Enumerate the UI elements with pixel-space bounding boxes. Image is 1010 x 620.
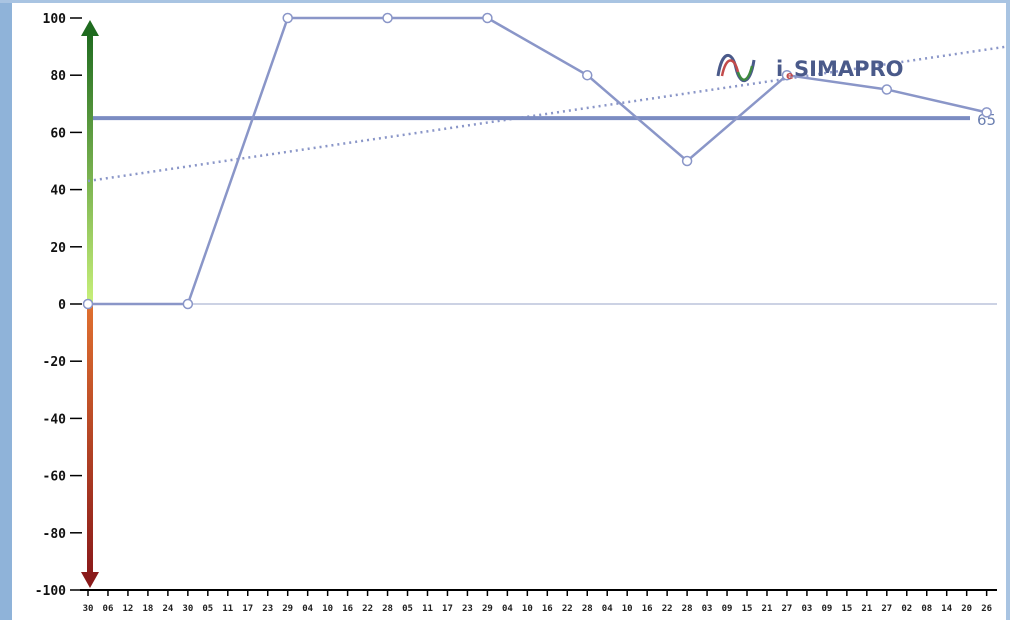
x-tick-label: 05 — [402, 604, 413, 614]
x-tick-label: 10 — [622, 604, 633, 614]
x-tick-label: 30 — [182, 604, 193, 614]
x-tick-label: 09 — [722, 604, 733, 614]
x-tick-label: 29 — [482, 604, 493, 614]
x-tick-label: 14 — [941, 604, 952, 614]
x-tick-label: 21 — [861, 604, 872, 614]
x-tick-label: 27 — [881, 604, 892, 614]
x-tick-label: 15 — [742, 604, 753, 614]
x-tick-label: 26 — [981, 604, 992, 614]
logo-mark-green-icon — [736, 65, 754, 81]
x-tick-label: 03 — [702, 604, 713, 614]
x-tick-label: 17 — [442, 604, 453, 614]
x-tick-label: 15 — [841, 604, 852, 614]
logo-sub: e — [786, 69, 793, 82]
y-tick-label: 20 — [50, 241, 66, 256]
x-tick-label: 12 — [123, 604, 134, 614]
x-tick-label: 17 — [242, 604, 253, 614]
x-tick-label: 16 — [342, 604, 353, 614]
x-tick-label: 09 — [821, 604, 832, 614]
x-tick-label: 04 — [602, 604, 613, 614]
y-axis-positive-bar — [87, 32, 93, 304]
data-point — [82, 298, 94, 310]
logo: i e SIMAPRO — [716, 54, 904, 82]
x-tick-label: 22 — [362, 604, 373, 614]
x-tick-label: 03 — [801, 604, 812, 614]
x-tick-label: 29 — [282, 604, 293, 614]
data-point — [582, 69, 593, 81]
series-line — [88, 16, 987, 306]
data-point — [182, 298, 194, 310]
reference-line-label: 65 — [977, 111, 996, 129]
data-point — [482, 12, 493, 24]
data-point — [981, 107, 992, 118]
top-border-strip — [0, 0, 1010, 3]
data-point — [781, 69, 793, 81]
data-point — [382, 12, 393, 24]
arrow-up-icon — [81, 20, 99, 36]
y-tick-label: -100 — [35, 584, 66, 599]
series-lines — [82, 12, 992, 310]
y-axis-negative-bar — [87, 304, 93, 576]
right-border-strip — [1006, 0, 1010, 620]
y-tick-label: 100 — [43, 12, 67, 27]
x-tick-label: 24 — [162, 604, 173, 614]
axes — [80, 20, 997, 591]
logo-brand: SIMAPRO — [794, 57, 904, 81]
y-tick-label: -40 — [43, 412, 67, 427]
y-tick-label: 0 — [58, 298, 66, 313]
y-tick-label: -20 — [43, 355, 67, 370]
y-tick-label: 40 — [50, 184, 66, 199]
x-tick-label: 11 — [222, 604, 233, 614]
data-point — [282, 12, 293, 24]
x-tick-label: 11 — [422, 604, 433, 614]
x-tick-label: 23 — [462, 604, 473, 614]
x-tick-label: 16 — [642, 604, 653, 614]
x-axis-ticks: 30 06 12 18 24 30 05 11 17 23 29 04 10 16 22 28 05 11 17 23… — [83, 590, 992, 614]
x-tick-label: 28 — [682, 604, 693, 614]
y-axis-ticks: 100 80 60 40 20 0 -20 -40 -60 -80 -100 — [35, 12, 82, 599]
x-tick-label: 28 — [382, 604, 393, 614]
x-tick-label: 04 — [502, 604, 513, 614]
x-tick-label: 22 — [562, 604, 573, 614]
x-tick-label: 06 — [103, 604, 114, 614]
x-tick-label: 27 — [782, 604, 793, 614]
x-tick-label: 08 — [921, 604, 932, 614]
reference-lines: 65 — [87, 45, 1007, 305]
x-tick-label: 02 — [901, 604, 912, 614]
x-tick-label: 05 — [202, 604, 213, 614]
data-point — [881, 84, 893, 95]
y-tick-label: -60 — [43, 470, 67, 485]
logo-mark-red-icon — [720, 59, 740, 77]
x-tick-label: 23 — [262, 604, 273, 614]
x-tick-label: 16 — [542, 604, 553, 614]
arrow-down-icon — [81, 572, 99, 588]
y-tick-label: -80 — [43, 527, 67, 542]
x-tick-label: 10 — [322, 604, 333, 614]
y-tick-label: 60 — [50, 126, 66, 141]
y-tick-label: 80 — [50, 69, 66, 84]
x-tick-label: 28 — [582, 604, 593, 614]
x-tick-label: 20 — [961, 604, 972, 614]
x-tick-label: 22 — [662, 604, 673, 614]
logo-prefix: i — [776, 57, 783, 81]
x-tick-label: 10 — [522, 604, 533, 614]
x-tick-label: 21 — [762, 604, 773, 614]
left-border-strip — [0, 0, 12, 620]
data-point — [681, 155, 693, 167]
x-tick-label: 04 — [302, 604, 313, 614]
x-tick-label: 30 — [83, 604, 94, 614]
x-tick-label: 18 — [142, 604, 153, 614]
